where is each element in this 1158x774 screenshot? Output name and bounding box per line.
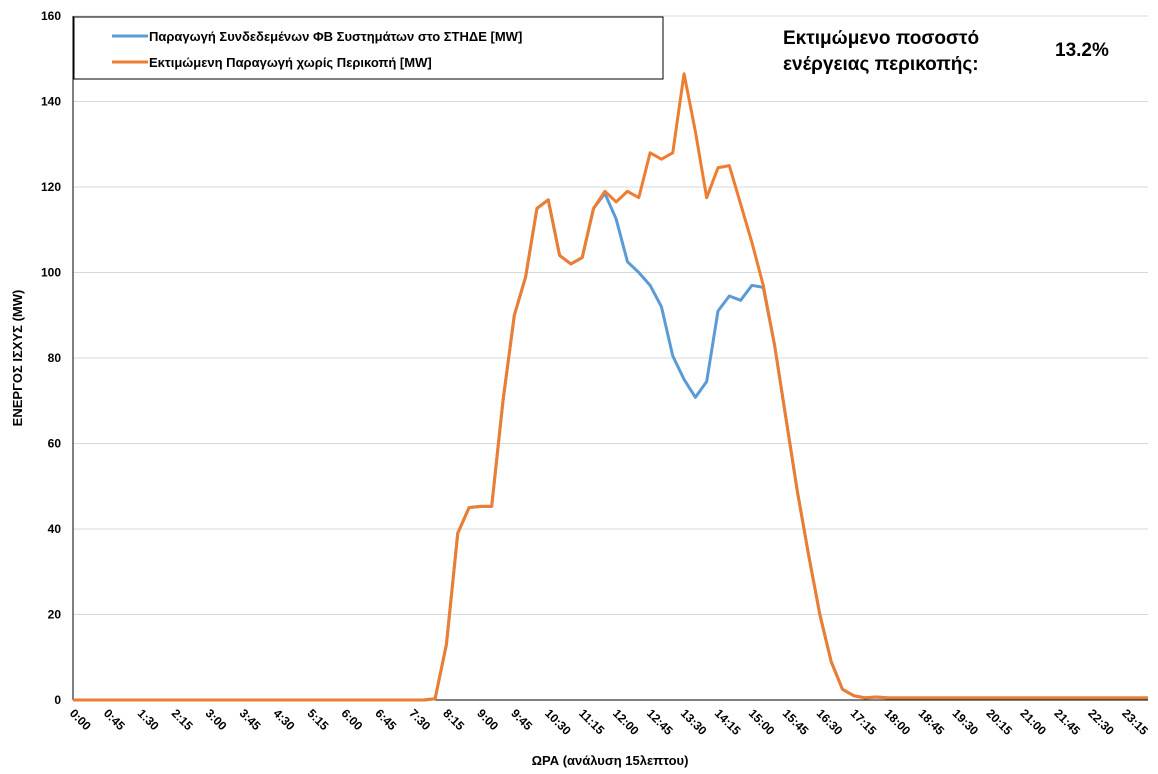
x-tick-label: 18:00	[882, 706, 914, 738]
x-tick-label: 17:15	[848, 706, 880, 738]
x-tick-label: 0:45	[101, 706, 128, 733]
x-tick-label: 18:45	[916, 706, 948, 738]
x-tick-label: 23:15	[1119, 706, 1151, 738]
x-tick-label: 0:00	[67, 706, 94, 733]
x-tick-label: 1:30	[135, 706, 162, 733]
x-tick-label: 16:30	[814, 706, 846, 738]
x-tick-label: 13:30	[678, 706, 710, 738]
x-tick-label: 22:30	[1085, 706, 1117, 738]
y-tick-label: 140	[41, 95, 61, 109]
y-tick-label: 40	[48, 522, 62, 536]
y-tick-label: 20	[48, 608, 62, 622]
y-axis-label: ΕΝΕΡΓΟΣ ΙΣΧΥΣ (MW)	[10, 290, 25, 427]
x-tick-label: 6:45	[372, 706, 399, 733]
x-tick-label: 12:00	[610, 706, 642, 738]
legend-label: Εκτιμώμενη Παραγωγή χωρίς Περικοπή [MW]	[149, 55, 432, 70]
y-tick-label: 120	[41, 180, 61, 194]
x-tick-label: 15:45	[780, 706, 812, 738]
y-tick-label: 160	[41, 9, 61, 23]
x-axis-label: ΩΡΑ (ανάλυση 15λεπτου)	[532, 753, 689, 768]
legend-box	[73, 16, 664, 80]
x-tick-label: 6:00	[338, 706, 365, 733]
x-tick-label: 3:45	[237, 706, 264, 733]
y-tick-label: 60	[48, 437, 62, 451]
legend-label: Παραγωγή Συνδεδεμένων ΦΒ Συστημάτων στο …	[149, 29, 522, 44]
y-tick-label: 100	[41, 266, 61, 280]
x-tick-label: 7:30	[406, 706, 433, 733]
x-tick-label: 2:15	[169, 706, 196, 733]
x-tick-label: 19:30	[950, 706, 982, 738]
y-tick-label: 80	[48, 351, 62, 365]
x-tick-label: 14:15	[712, 706, 744, 738]
series-line	[73, 72, 1148, 702]
x-tick-label: 5:15	[305, 706, 332, 733]
x-tick-label: 8:15	[440, 706, 467, 733]
x-tick-label: 4:30	[271, 706, 298, 733]
x-tick-label: 11:15	[576, 706, 607, 737]
annotation-line: ενέργειας περικοπής:	[783, 54, 979, 75]
legend: Παραγωγή Συνδεδεμένων ΦΒ Συστημάτων στο …	[73, 16, 664, 80]
x-tick-label: 21:45	[1051, 706, 1083, 738]
annotation-line: Εκτιμώμενο ποσοστό	[783, 28, 979, 49]
x-tick-label: 15:00	[746, 706, 778, 738]
x-tick-label: 21:00	[1017, 706, 1049, 738]
x-tick-label: 9:45	[508, 706, 535, 733]
y-tick-label: 0	[54, 693, 61, 707]
x-tick-label: 12:45	[644, 706, 676, 738]
x-tick-label: 9:00	[474, 706, 501, 733]
annotation-value: 13.2%	[1055, 40, 1109, 61]
x-tick-label: 3:00	[203, 706, 230, 733]
x-tick-label: 10:30	[542, 706, 574, 738]
x-tick-label: 20:15	[983, 706, 1015, 738]
series-line	[73, 191, 1148, 702]
